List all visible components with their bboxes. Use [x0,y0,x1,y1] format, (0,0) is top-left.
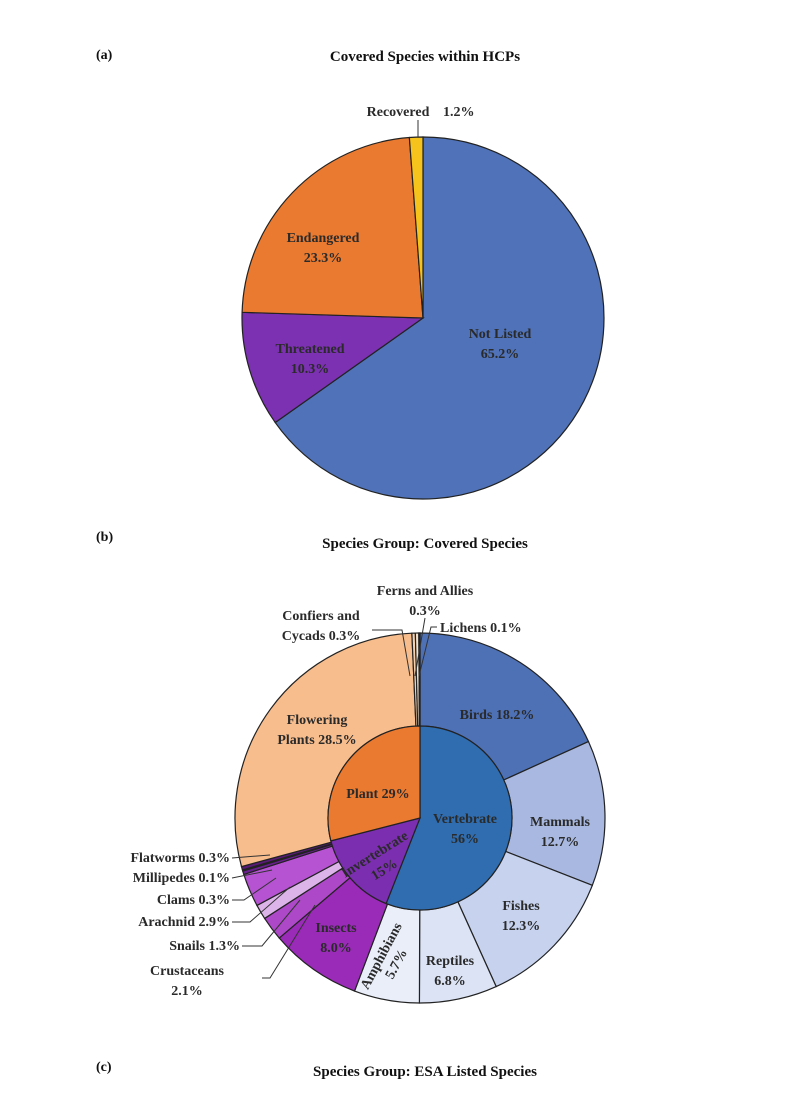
chart-a-title: Covered Species within HCPs [330,49,520,65]
label-flatworms: Flatworms 0.3% [130,851,230,866]
label-birds: Birds 18.2% [460,708,535,723]
label-ferns-pct: 0.3% [409,604,441,619]
inner-slice-plant [327,725,421,842]
panel-c-label: (c) [96,1060,112,1075]
label-reptiles-name: Reptiles [426,954,475,969]
leader-clams [232,877,277,901]
label-clams: Clams 0.3% [157,893,230,908]
label-insects-pct: 8.0% [320,941,352,956]
label-recovered: Recovered 1.2% [367,105,475,137]
label-mammals-name: Mammals [530,815,590,830]
label-recovered-name: Recovered [367,105,430,120]
leader-arachnid [232,886,291,923]
panel-b-label: (b) [96,530,113,545]
label-endangered-name: Endangered [287,231,360,246]
label-snails: Snails 1.3% [169,939,240,954]
label-insects: Insects 8.0% [315,921,357,956]
label-flowering-name: Flowering [287,713,348,728]
label-threatened-pct: 10.3% [291,362,330,377]
label-ferns-name: Ferns and Allies [377,584,474,599]
leader-ferns [414,617,426,677]
slice-recovered [408,136,424,319]
pie-a-labels: Not Listed 65.2% Threatened 10.3% Endang… [276,105,532,377]
label-vertebrate-pct: 56% [451,832,479,847]
label-mammals-pct: 12.7% [541,835,580,850]
leader-millipedes [231,869,273,879]
label-threatened: Threatened 10.3% [276,342,345,377]
label-arachnid: Arachnid 2.9% [138,915,230,930]
label-flowering-plants: Flowering Plants 28.5% [277,713,356,748]
donut-inner-ring [327,725,513,911]
label-conifers-name: Confiers and [282,609,360,624]
pie-chart-a [241,136,605,500]
leader-snails [242,899,301,947]
leader-flatworms [231,854,271,859]
label-crustaceans: Crustaceans 2.1% [150,964,224,999]
label-plant: Plant 29% [346,787,409,802]
label-fishes-pct: 12.3% [502,919,541,934]
label-not-listed-pct: 65.2% [481,347,520,362]
leader-lichens [418,626,437,677]
label-threatened-name: Threatened [276,342,345,357]
label-recovered-pct: 1.2% [443,105,475,120]
label-not-listed: Not Listed 65.2% [469,327,532,362]
label-not-listed-name: Not Listed [469,327,532,342]
label-vertebrate-name: Vertebrate [433,812,497,827]
label-conifers-pct: Cycads 0.3% [282,629,361,644]
inner-slice-vertebrate [385,725,513,911]
label-endangered-pct: 23.3% [304,251,343,266]
label-fishes: Fishes 12.3% [502,899,541,934]
label-flowering-pct: Plants 28.5% [277,733,356,748]
chart-c-title: Species Group: ESA Listed Species [313,1064,537,1080]
chart-b-title: Species Group: Covered Species [322,536,528,552]
leader-crustaceans [262,904,316,979]
label-crustaceans-pct: 2.1% [171,984,203,999]
panel-a-label: (a) [96,48,113,63]
label-ferns: Ferns and Allies 0.3% [377,584,474,619]
label-mammals: Mammals 12.7% [530,815,590,850]
leader-conifers [372,629,411,677]
label-crustaceans-name: Crustaceans [150,964,224,979]
label-conifers: Confiers and Cycads 0.3% [282,609,361,644]
label-fishes-name: Fishes [502,899,540,914]
label-reptiles: Reptiles 6.8% [426,954,475,989]
label-lichens: Lichens 0.1% [440,621,522,636]
label-vertebrate: Vertebrate 56% [433,812,497,847]
slice-threatened [241,311,425,424]
label-millipedes: Millipedes 0.1% [133,871,230,886]
label-reptiles-pct: 6.8% [434,974,466,989]
slice-not-listed [274,136,605,500]
slice-endangered [241,136,424,319]
label-insects-name: Insects [315,921,357,936]
donut-outer-ring [234,632,606,1004]
label-endangered: Endangered 23.3% [287,231,360,266]
inner-slice-invertebrate [330,817,421,905]
